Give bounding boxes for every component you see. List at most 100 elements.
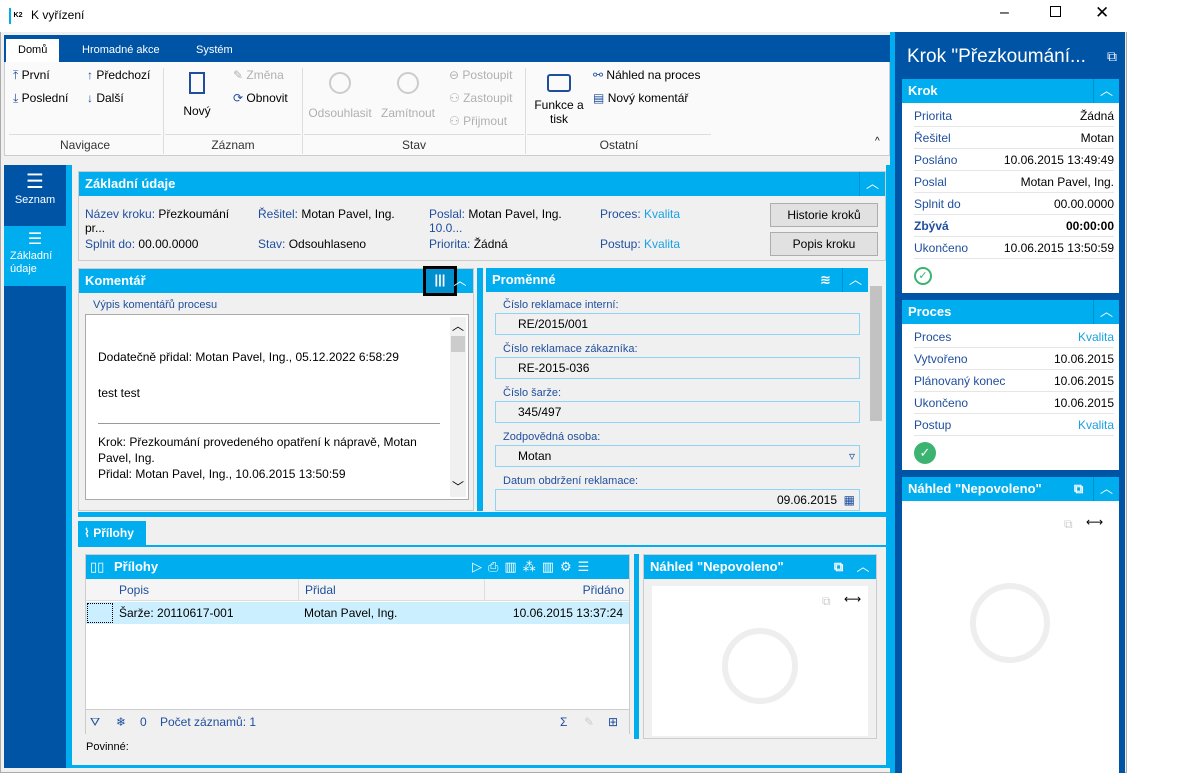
popout-icon[interactable]: ⧉ (822, 594, 831, 608)
forbidden-icon (722, 628, 798, 704)
proces-link[interactable]: Kvalita (644, 207, 681, 221)
chevron-up-icon[interactable]: ︿ (1093, 300, 1119, 324)
dropdown-icon[interactable]: ▿ (848, 449, 855, 463)
tab-prilohy[interactable]: ⌇ Přílohy (78, 521, 146, 546)
comment-scrollbar[interactable]: ︿ ﹀ (450, 317, 466, 497)
group-ostatni: Ostatní (527, 134, 711, 154)
printer-icon[interactable]: ⎙ (488, 559, 505, 574)
variables-scrollbar[interactable] (868, 268, 884, 511)
tab-system[interactable]: Systém (196, 44, 233, 56)
paperclip-icon: ⌇ (84, 526, 90, 540)
popout-icon[interactable]: ⧉ (834, 559, 844, 574)
col-pridal[interactable]: Přidal (298, 579, 484, 601)
variables-panel: Proměnné ≋ ︿ Číslo reklamace interní: RE/2… (486, 268, 868, 511)
prev-button[interactable]: ↑ Předchozí (87, 68, 151, 82)
comment-sublabel: Výpis komentářů procesu (93, 299, 218, 311)
field-zodpovedna-osoba[interactable]: Motan ▿ (495, 445, 860, 467)
layers-icon[interactable]: ≋ (820, 272, 831, 287)
comment-text[interactable]: Dodatečně přidal: Motan Pavel, Ing., 05.… (85, 314, 469, 500)
close-button[interactable]: ✕ (1095, 3, 1110, 22)
splitter-vertical[interactable] (477, 268, 483, 511)
history-button[interactable]: Historie kroků (770, 203, 878, 227)
new-comment-button[interactable]: ▤ Nový komentář (593, 91, 689, 105)
required-label: Povinné: (86, 741, 129, 753)
check-circle-filled-icon: ✓ (914, 442, 936, 464)
chevron-up-icon[interactable]: ︿ (453, 273, 467, 288)
reject-button[interactable]: Zamítnout (377, 70, 439, 120)
fit-width-icon[interactable]: ⟷ (844, 592, 862, 606)
next-button[interactable]: ↓ Další (87, 91, 124, 105)
chevron-up-icon[interactable]: ︿ (859, 172, 885, 196)
filter-icon[interactable]: ⛛ (90, 715, 101, 729)
maximize-button[interactable] (1050, 6, 1061, 17)
sum-icon[interactable]: Σ (560, 715, 568, 729)
change-button[interactable]: ✎ Změna (233, 68, 284, 82)
field-cislo-sarze[interactable]: 345/497 (495, 401, 860, 423)
menu-icon: ☰ (26, 171, 44, 193)
calendar-icon[interactable]: ▦ (843, 493, 855, 507)
tab-domu[interactable]: Domů (6, 39, 60, 62)
table-footer: ⛛ ❄ 0 Počet záznamů: 1 Σ ✎ ⊞ (86, 709, 629, 734)
field-postup: Postup: Kvalita (600, 237, 681, 251)
chevron-up-icon[interactable]: ︿ (842, 268, 868, 292)
row-selector[interactable] (87, 603, 113, 623)
title-bar: K2 K vyřízení – ✕ (0, 0, 1127, 32)
chart-icon[interactable]: ▥ (504, 559, 523, 574)
approve-button[interactable]: Odsouhlasit (307, 70, 373, 120)
info-row: Ukončeno 10.06.2015 (914, 392, 1114, 414)
process-preview-button[interactable]: ⚯ Náhled na proces (593, 68, 701, 82)
popout-icon[interactable]: ⧉ (1074, 481, 1084, 496)
play-icon[interactable]: ▷ (472, 559, 488, 574)
cubes-icon[interactable]: ⁂ (522, 559, 542, 574)
table-row[interactable]: Šarže: 20110617-001 Motan Pavel, Ing. 10… (86, 602, 629, 624)
arrow-down-icon: ↓ (87, 91, 93, 105)
field-datum-obdrzeni[interactable]: 09.06.2015 ▦ (495, 489, 860, 511)
arrow-up-icon: ↑ (87, 68, 93, 82)
advance-button[interactable]: ⊖ Postoupit (449, 68, 513, 82)
info-row: Splnit do 00.00.0000 (914, 193, 1114, 215)
gear-icon[interactable]: ⚙ (560, 559, 578, 574)
new-button[interactable]: Nový (177, 70, 217, 118)
nav-seznam[interactable]: ☰ Seznam (4, 165, 66, 225)
postup-link[interactable]: Kvalita (644, 237, 681, 251)
minimize-button[interactable]: – (1000, 4, 1009, 21)
splitter-horizontal[interactable] (78, 512, 886, 517)
menu-icon[interactable]: ☰ (577, 559, 596, 574)
col-popis[interactable]: Popis (119, 583, 150, 597)
splitter-attachments[interactable] (634, 554, 639, 739)
record-count: Počet záznamů: 1 (160, 715, 257, 729)
chevron-up-icon[interactable]: ︿ (856, 559, 870, 574)
field-splnit-do: Splnit do: 00.00.0000 (85, 237, 199, 251)
chevron-up-icon[interactable]: ︿ (1093, 79, 1119, 103)
fit-width-icon[interactable]: ⟷ (1086, 515, 1104, 529)
snowflake-icon[interactable]: ❄ (116, 715, 127, 729)
field-cislo-reklamace-zakaznika[interactable]: RE-2015-036 (495, 357, 860, 379)
last-button[interactable]: ⤓ Poslední (13, 91, 69, 105)
tab-hromadne-akce[interactable]: Hromadné akce (82, 44, 160, 56)
columns-icon[interactable]: ▥ (541, 559, 560, 574)
collapse-ribbon-icon[interactable]: ^ (875, 136, 880, 147)
substitute-button[interactable]: ⚇ Zastoupit (449, 91, 513, 105)
print-button[interactable]: Funkce a tisk (531, 70, 587, 126)
refresh-button[interactable]: ⟳ Obnovit (233, 91, 288, 105)
expand-comment-icon[interactable]: ||| (423, 266, 457, 296)
nav-zakladni-udaje[interactable]: ☰ Základní údaje (4, 226, 66, 286)
chevron-up-icon[interactable]: ︿ (1093, 477, 1119, 501)
list-icon: ☰ (27, 231, 43, 248)
info-row: Zbývá 00:00:00 (914, 215, 1114, 237)
table-header: Popis Přidal Přidáno (86, 579, 629, 601)
app-logo: K2 (9, 8, 25, 24)
accept-button[interactable]: ⚇ Přijmout (449, 114, 508, 128)
first-button[interactable]: ⤒ První (13, 68, 50, 82)
col-pridano[interactable]: Přidáno (484, 579, 624, 601)
popout-icon[interactable]: ⧉ (1107, 48, 1117, 64)
check-circle-icon: ✓ (914, 267, 932, 285)
group-zaznam: Záznam (165, 134, 301, 154)
panel-header: Základní údaje ︿ (79, 172, 885, 196)
add-record-icon[interactable]: ⊞ (608, 715, 619, 729)
info-row: Priorita Žádná (914, 105, 1114, 127)
popout-icon[interactable]: ⧉ (1064, 517, 1073, 531)
field-cislo-reklamace-interni[interactable]: RE/2015/001 (495, 313, 860, 335)
pencil-icon[interactable]: ✎ (584, 715, 595, 729)
description-button[interactable]: Popis kroku (770, 232, 878, 256)
